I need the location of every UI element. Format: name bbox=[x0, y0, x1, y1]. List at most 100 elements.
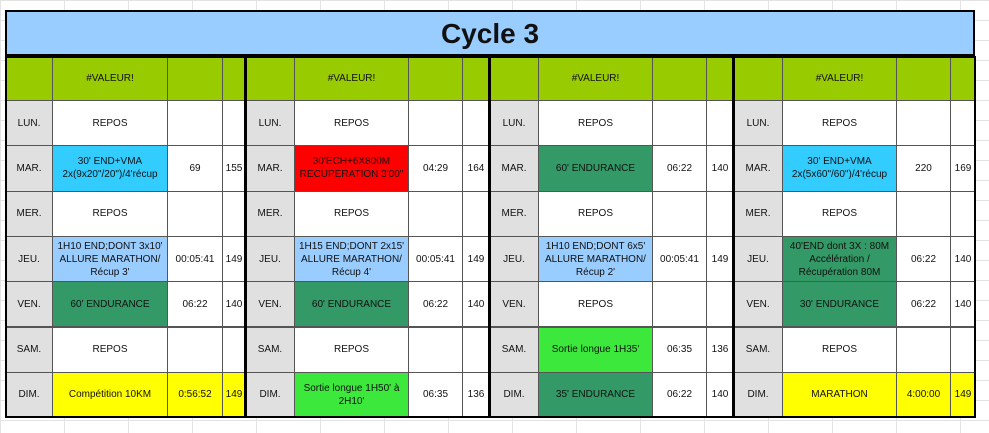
header-cell bbox=[222, 56, 246, 101]
day-label: LUN. bbox=[489, 100, 539, 147]
day-label: JEU. bbox=[489, 235, 539, 283]
day-label: MAR. bbox=[733, 145, 783, 192]
day-label: DIM. bbox=[5, 371, 53, 419]
header-cell bbox=[408, 56, 463, 101]
workout: REPOS bbox=[294, 100, 409, 147]
day-label: DIM. bbox=[245, 371, 295, 419]
day-label: DIM. bbox=[489, 371, 539, 419]
day-label: JEU. bbox=[733, 235, 783, 283]
heart-rate: 149 bbox=[222, 371, 246, 419]
day-label: MER. bbox=[733, 190, 783, 237]
pace bbox=[652, 281, 707, 328]
heart-rate: 140 bbox=[462, 281, 490, 328]
workout: Sortie longue 1H50' à 2H10' bbox=[294, 371, 409, 419]
pace bbox=[652, 190, 707, 237]
workout: MARATHON bbox=[782, 371, 897, 419]
header-cell bbox=[462, 56, 490, 101]
heart-rate bbox=[706, 281, 734, 328]
day-label: JEU. bbox=[245, 235, 295, 283]
heart-rate bbox=[462, 100, 490, 147]
pace: 06:22 bbox=[896, 235, 951, 283]
heart-rate: 140 bbox=[222, 281, 246, 328]
workout: REPOS bbox=[782, 100, 897, 147]
heart-rate bbox=[222, 190, 246, 237]
workout: 60' ENDURANCE bbox=[294, 281, 409, 328]
heart-rate bbox=[222, 100, 246, 147]
pace: 0:56:52 bbox=[167, 371, 223, 419]
workout: REPOS bbox=[782, 326, 897, 373]
pace bbox=[896, 326, 951, 373]
workout: REPOS bbox=[538, 281, 653, 328]
heart-rate: 149 bbox=[222, 235, 246, 283]
workout: 1H10 END;DONT 6x5' ALLURE MARATHON/ Récu… bbox=[538, 235, 653, 283]
title: Cycle 3 bbox=[5, 10, 975, 56]
header-cell bbox=[245, 56, 295, 101]
heart-rate: 155 bbox=[222, 145, 246, 192]
heart-rate: 140 bbox=[706, 145, 734, 192]
workout: 60' ENDURANCE bbox=[52, 281, 168, 328]
heart-rate bbox=[950, 326, 976, 373]
heart-rate: 149 bbox=[950, 371, 976, 419]
heart-rate: 149 bbox=[462, 235, 490, 283]
pace bbox=[408, 100, 463, 147]
pace bbox=[896, 100, 951, 147]
pace bbox=[167, 100, 223, 147]
heart-rate: 136 bbox=[462, 371, 490, 419]
day-label: MER. bbox=[5, 190, 53, 237]
heart-rate: 136 bbox=[706, 326, 734, 373]
workout: REPOS bbox=[538, 190, 653, 237]
week-header: #VALEUR! bbox=[52, 56, 168, 101]
workout: 30' ENDURANCE bbox=[782, 281, 897, 328]
workout: 30' END+VMA 2x(5x60"/60")/4'récup bbox=[782, 145, 897, 192]
header-cell bbox=[489, 56, 539, 101]
pace: 06:22 bbox=[652, 371, 707, 419]
heart-rate bbox=[706, 100, 734, 147]
workout: 60' ENDURANCE bbox=[538, 145, 653, 192]
pace: 06:22 bbox=[652, 145, 707, 192]
heart-rate: 149 bbox=[706, 235, 734, 283]
day-label: VEN. bbox=[733, 281, 783, 328]
day-label: DIM. bbox=[733, 371, 783, 419]
workout: 40'END dont 3X : 80M Accélération / Récu… bbox=[782, 235, 897, 283]
pace: 06:35 bbox=[652, 326, 707, 373]
pace: 00:05:41 bbox=[652, 235, 707, 283]
workout: REPOS bbox=[294, 326, 409, 373]
heart-rate: 140 bbox=[706, 371, 734, 419]
header-cell bbox=[5, 56, 53, 101]
heart-rate bbox=[706, 190, 734, 237]
day-label: SAM. bbox=[733, 326, 783, 373]
heart-rate bbox=[222, 326, 246, 373]
pace: 00:05:41 bbox=[408, 235, 463, 283]
workout: REPOS bbox=[782, 190, 897, 237]
day-label: MER. bbox=[489, 190, 539, 237]
heart-rate: 140 bbox=[950, 235, 976, 283]
pace: 06:35 bbox=[408, 371, 463, 419]
week-header: #VALEUR! bbox=[538, 56, 653, 101]
day-label: VEN. bbox=[5, 281, 53, 328]
heart-rate bbox=[462, 190, 490, 237]
header-cell bbox=[950, 56, 976, 101]
pace: 06:22 bbox=[167, 281, 223, 328]
pace: 4:00:00 bbox=[896, 371, 951, 419]
pace: 06:22 bbox=[408, 281, 463, 328]
heart-rate: 169 bbox=[950, 145, 976, 192]
pace bbox=[167, 190, 223, 237]
workout: 30' END+VMA 2x(9x20"/20")/4'récup bbox=[52, 145, 168, 192]
workout: Compétition 10KM bbox=[52, 371, 168, 419]
day-label: MAR. bbox=[5, 145, 53, 192]
pace bbox=[896, 190, 951, 237]
pace: 00:05:41 bbox=[167, 235, 223, 283]
header-cell bbox=[706, 56, 734, 101]
pace: 06:22 bbox=[896, 281, 951, 328]
header-cell bbox=[167, 56, 223, 101]
day-label: SAM. bbox=[5, 326, 53, 373]
header-cell bbox=[733, 56, 783, 101]
day-label: JEU. bbox=[5, 235, 53, 283]
pace bbox=[167, 326, 223, 373]
pace: 04:29 bbox=[408, 145, 463, 192]
pace bbox=[408, 326, 463, 373]
heart-rate: 140 bbox=[950, 281, 976, 328]
heart-rate bbox=[950, 190, 976, 237]
workout: REPOS bbox=[294, 190, 409, 237]
workout: 1H15 END;DONT 2x15' ALLURE MARATHON/ Réc… bbox=[294, 235, 409, 283]
